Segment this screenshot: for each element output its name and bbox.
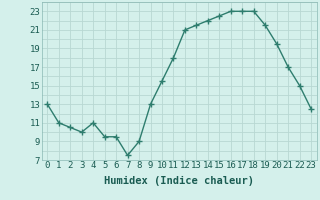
X-axis label: Humidex (Indice chaleur): Humidex (Indice chaleur) [104, 176, 254, 186]
